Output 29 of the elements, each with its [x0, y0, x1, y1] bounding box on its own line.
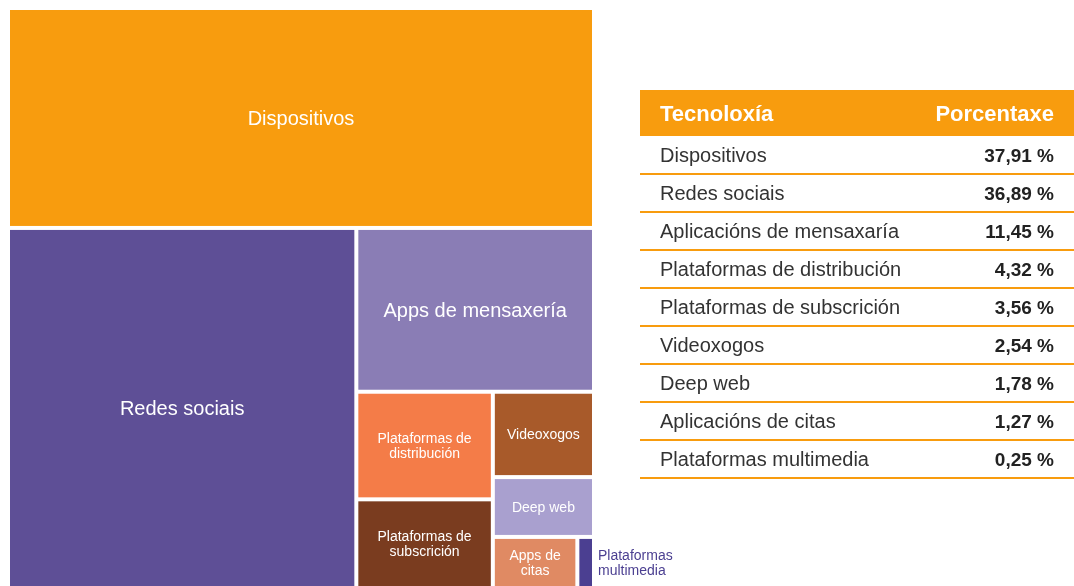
category-label: Plataformas de distribución [377, 429, 472, 462]
category-label: Plataformas de subscrición [377, 527, 472, 560]
category-label: Deep web [511, 498, 576, 515]
text: Tecnoloxía [660, 101, 775, 126]
data-label: 11,45 % [985, 221, 1055, 242]
data-label: 36,89 % [984, 183, 1055, 204]
category-label: Plataformas multimedia [598, 546, 673, 579]
category-label: Aplicacións de citas [660, 410, 836, 432]
category-label: Aplicacións de mensaxaría [660, 220, 900, 242]
text: Porcentaxe [935, 101, 1054, 126]
category-label: Dispositivos [247, 106, 355, 129]
category-label: Videoxogos [506, 426, 580, 443]
category-label: Videoxogos [660, 334, 765, 356]
category-label: Apps de mensaxería [383, 298, 568, 321]
category-label: Redes sociais [660, 182, 785, 204]
category-label: Apps de citas [509, 546, 561, 579]
data-label: 1,78 % [994, 373, 1055, 394]
category-label: Deep web [660, 372, 751, 394]
data-label: 0,25 % [994, 449, 1055, 470]
data-label: 1,27 % [994, 411, 1055, 432]
category-label: Plataformas multimedia [660, 448, 870, 470]
category-label: Plataformas de subscrición [660, 296, 901, 318]
data-label: 3,56 % [994, 297, 1055, 318]
category-label: Redes sociais [119, 396, 245, 419]
data-label: 2,54 % [994, 335, 1055, 356]
category-label: Plataformas de distribución [660, 258, 902, 280]
data-label: 37,91 % [984, 145, 1055, 166]
data-label: 4,32 % [994, 259, 1055, 280]
category-label: Dispositivos [660, 144, 767, 166]
